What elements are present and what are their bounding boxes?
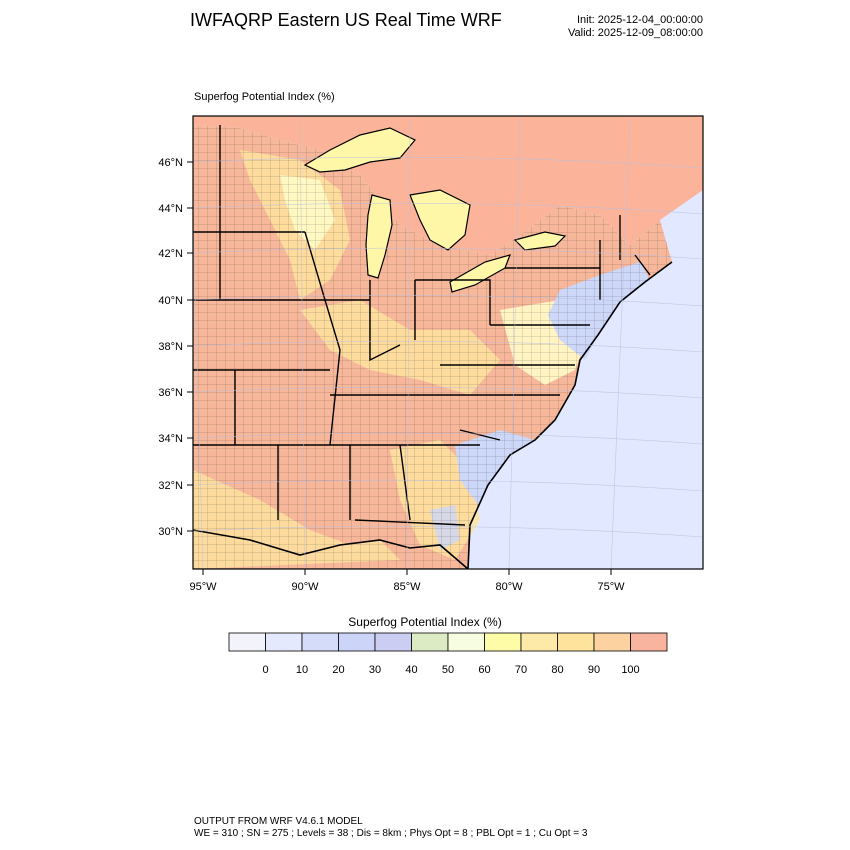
footer-model-line: OUTPUT FROM WRF V4.6.1 MODEL <box>194 816 363 827</box>
colorbar-label: 50 <box>442 664 454 676</box>
colorbar-title: Superfog Potential Index (%) <box>348 615 502 629</box>
footer-config-line: WE = 310 ; SN = 275 ; Levels = 38 ; Dis … <box>194 828 588 839</box>
lake-superior <box>303 127 416 173</box>
lon-label-75: 75°W <box>597 581 625 593</box>
colorbar-label: 30 <box>369 664 381 676</box>
colorbar-label: 100 <box>621 664 639 676</box>
lon-label-80: 80°W <box>495 581 523 593</box>
colorbar-label: 60 <box>478 664 490 676</box>
valid-time-label: Valid: 2025-12-09_08:00:00 <box>568 27 703 39</box>
colorbar-label: 20 <box>332 664 344 676</box>
coastline <box>467 261 673 569</box>
lon-axis <box>202 569 612 575</box>
colorbar-box <box>228 632 266 652</box>
map-frame <box>192 115 704 570</box>
colorbar: 0 10 20 30 40 50 60 70 80 90 100 <box>228 632 668 676</box>
lat-label-36: 36°N <box>158 387 183 399</box>
colorbar-box <box>374 632 412 652</box>
lat-label-30: 30°N <box>158 526 183 538</box>
lat-label-38: 38°N <box>158 341 183 353</box>
colorbar-label: 70 <box>515 664 527 676</box>
page-title: IWFAQRP Eastern US Real Time WRF <box>190 10 502 30</box>
colorbar-label: 10 <box>296 664 308 676</box>
lat-label-42: 42°N <box>158 248 183 260</box>
colorbar-box <box>593 632 631 652</box>
lat-label-46: 46°N <box>158 157 183 169</box>
colorbar-box <box>301 632 339 652</box>
map-panel: 46°N 44°N 42°N 40°N 38°N 36°N 34°N 32°N … <box>158 115 704 593</box>
colorbar-label: 80 <box>551 664 563 676</box>
lat-axis <box>187 161 193 532</box>
lon-label-90: 90°W <box>291 581 319 593</box>
lake-huron <box>409 189 471 251</box>
colorbar-box <box>265 632 303 652</box>
lon-label-85: 85°W <box>393 581 421 593</box>
colorbar-box <box>484 632 522 652</box>
graticule <box>193 116 703 569</box>
colorbar-label: 40 <box>405 664 417 676</box>
colorbar-label: 90 <box>588 664 600 676</box>
state-boundaries <box>193 125 651 526</box>
init-time-label: Init: 2025-12-04_00:00:00 <box>577 14 703 26</box>
lake-ontario <box>513 231 567 251</box>
colorbar-box <box>630 632 668 652</box>
colorbar-box <box>447 632 485 652</box>
lat-label-40: 40°N <box>158 295 183 307</box>
lat-label-44: 44°N <box>158 203 183 215</box>
colorbar-box <box>338 632 376 652</box>
colorbar-box <box>411 632 449 652</box>
colorbar-box <box>557 632 595 652</box>
field-label: Superfog Potential Index (%) <box>194 91 335 103</box>
canada-region <box>193 116 703 255</box>
lat-label-34: 34°N <box>158 433 183 445</box>
colorbar-label: 0 <box>262 664 268 676</box>
gulf-coastline <box>193 529 469 569</box>
lake-michigan <box>365 194 393 279</box>
lat-label-32: 32°N <box>158 480 183 492</box>
lon-label-95: 95°W <box>189 581 217 593</box>
colorbar-box <box>520 632 558 652</box>
